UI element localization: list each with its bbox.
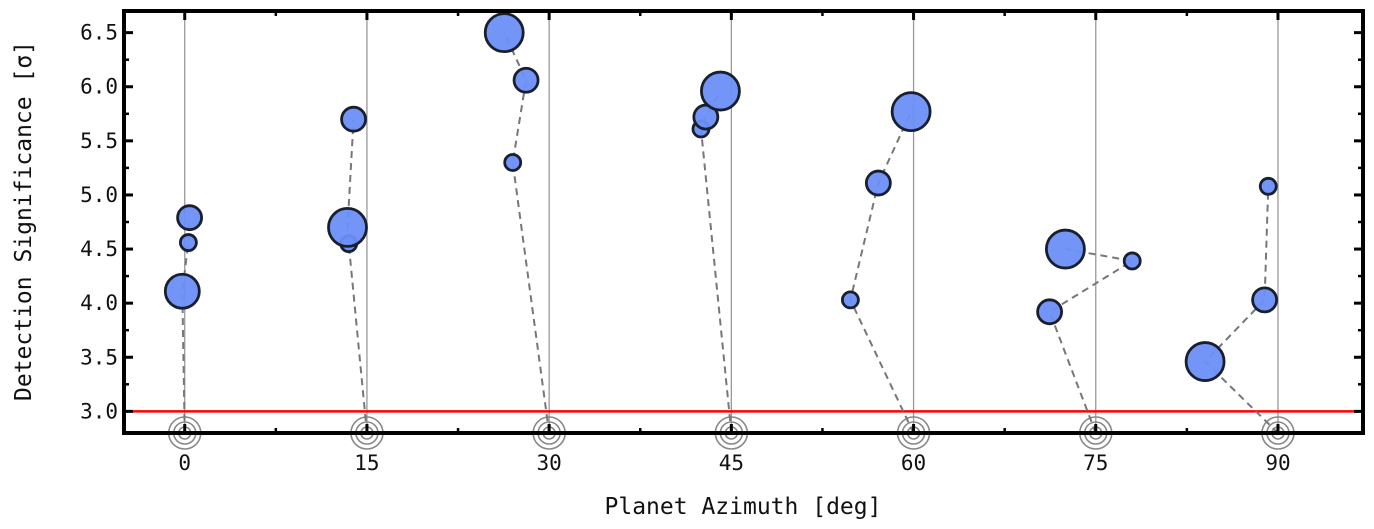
x-tick-label: 75 <box>1083 451 1108 475</box>
data-point <box>864 169 892 197</box>
y-tick-label: 5.0 <box>80 183 118 207</box>
group-connector <box>1203 186 1279 434</box>
y-tick-label: 6.0 <box>80 75 118 99</box>
y-axis-title: Detection Significance [σ] <box>11 41 37 401</box>
data-point <box>503 153 523 172</box>
y-tick-label: 6.5 <box>80 21 118 45</box>
group-connector <box>503 32 551 434</box>
x-tick-label: 45 <box>719 451 744 475</box>
group-connector <box>1048 248 1135 434</box>
group-connector <box>346 119 368 434</box>
data-point <box>340 105 367 133</box>
axis-ticks <box>124 11 1363 433</box>
data-points <box>163 12 1279 382</box>
x-tick-label: 15 <box>354 451 379 475</box>
x-tick-label: 0 <box>178 451 191 475</box>
data-point <box>1184 341 1226 382</box>
y-tick-label: 4.0 <box>80 291 118 315</box>
data-point <box>1044 228 1086 270</box>
x-tick-label: 60 <box>901 451 926 475</box>
data-point <box>178 233 198 252</box>
data-point <box>700 70 741 112</box>
group-connector <box>849 111 915 434</box>
y-tick-label: 3.0 <box>80 399 118 423</box>
data-point <box>1251 286 1279 314</box>
plot-frame <box>122 9 1365 435</box>
data-point <box>483 12 525 54</box>
data-point <box>890 91 932 133</box>
y-tick-label: 4.5 <box>80 237 118 261</box>
x-tick-labels: 0 15 30 45 60 75 90 <box>178 451 1290 475</box>
data-point <box>176 204 203 232</box>
data-point <box>1258 176 1278 196</box>
x-axis-title: Planet Azimuth [deg] <box>605 494 882 520</box>
data-point <box>327 207 368 248</box>
group-connector <box>699 90 733 434</box>
x-tick-label: 30 <box>536 451 561 475</box>
x-tick-label: 90 <box>1265 451 1290 475</box>
y-tick-label: 3.5 <box>80 345 118 369</box>
data-point <box>163 272 201 310</box>
data-point <box>1036 298 1064 326</box>
data-point <box>1122 251 1142 271</box>
data-point <box>840 290 860 310</box>
y-tick-labels: 3.0 3.5 4.0 4.5 5.0 5.5 6.0 6.5 <box>80 21 118 424</box>
y-tick-label: 5.5 <box>80 129 118 153</box>
data-point <box>512 66 540 94</box>
